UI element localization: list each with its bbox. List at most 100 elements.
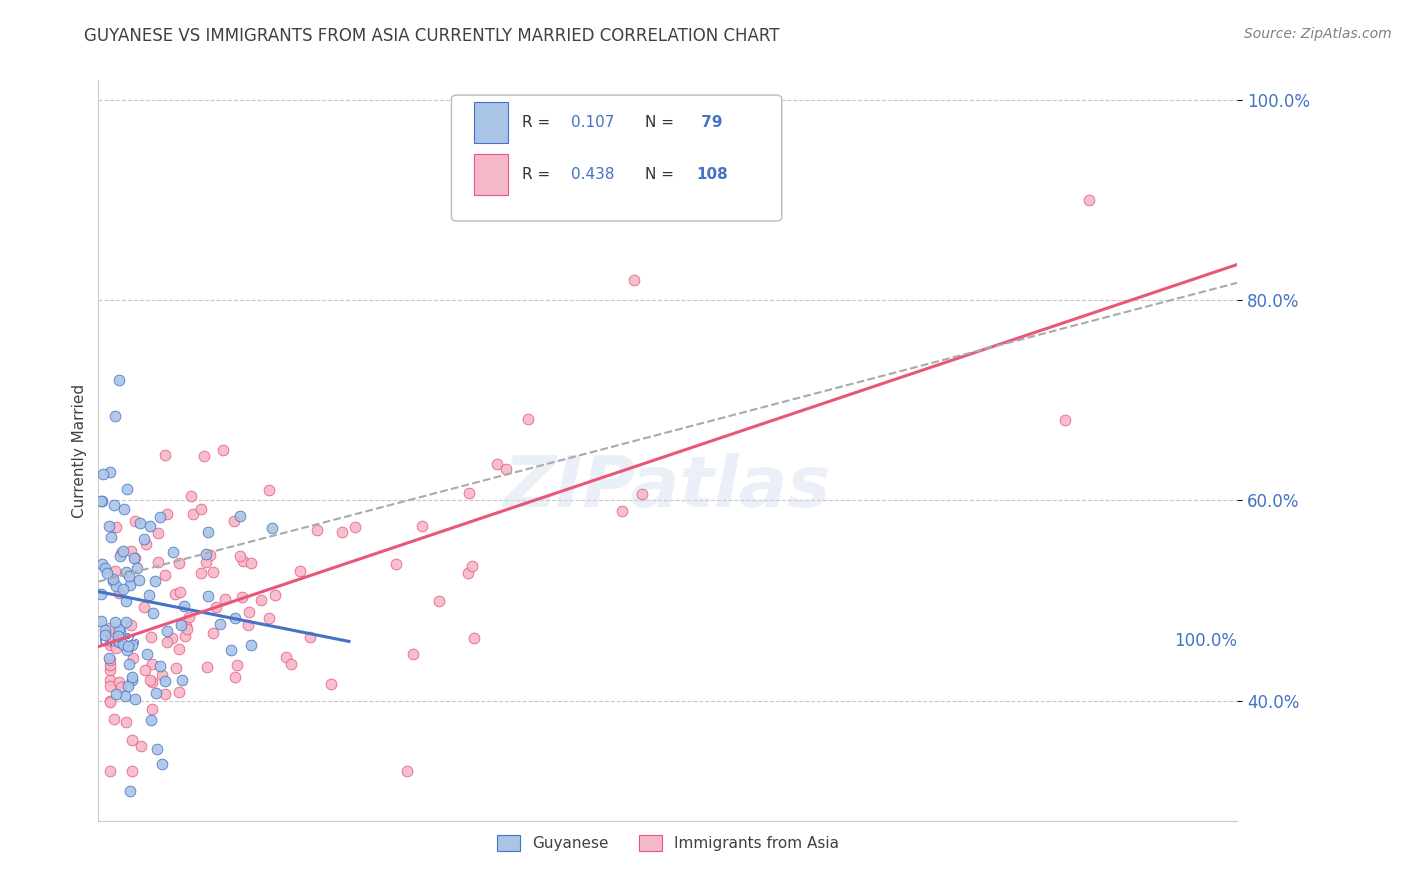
Point (134, 533, 156, 547)
Point (112, 502, 135, 516)
Point (122, 551, 145, 566)
Point (138, 588, 160, 602)
Point (98, 679, 121, 693)
Point (156, 624, 179, 639)
Point (239, 557, 262, 571)
Point (238, 605, 260, 619)
Point (623, 273, 645, 287)
Point (90, 557, 112, 571)
Point (197, 524, 219, 539)
Point (172, 673, 194, 688)
Point (205, 600, 228, 615)
Point (1054, 413, 1077, 427)
Point (122, 651, 145, 665)
Point (121, 673, 143, 687)
Point (100, 530, 122, 544)
Point (97, 519, 120, 533)
Point (139, 713, 162, 727)
Point (169, 585, 191, 599)
Point (141, 675, 163, 690)
Point (319, 677, 342, 691)
Point (212, 443, 235, 458)
Point (120, 618, 142, 632)
Point (194, 555, 217, 569)
Point (156, 507, 179, 521)
Point (108, 635, 131, 649)
Point (115, 594, 138, 608)
Point (201, 626, 224, 640)
Point (107, 629, 129, 643)
Text: 0.107: 0.107 (571, 115, 614, 130)
Point (90, 494, 112, 508)
Point (98, 638, 121, 652)
Point (190, 502, 212, 516)
Point (124, 692, 146, 706)
Point (262, 521, 284, 535)
Text: Source: ZipAtlas.com: Source: ZipAtlas.com (1244, 27, 1392, 41)
Point (104, 564, 127, 578)
Text: R =: R = (522, 167, 555, 182)
Point (344, 519, 367, 533)
Point (111, 544, 134, 558)
Point (139, 673, 162, 687)
Text: 0.0%: 0.0% (98, 632, 141, 650)
Point (195, 547, 218, 561)
Point (231, 590, 253, 604)
Text: 0.438: 0.438 (571, 167, 614, 182)
Point (94, 628, 117, 642)
Point (463, 632, 485, 646)
Point (94, 624, 117, 638)
Point (132, 599, 155, 614)
Point (288, 564, 311, 578)
Point (90, 494, 112, 508)
Point (90, 614, 112, 628)
Point (135, 537, 157, 551)
Point (141, 657, 163, 671)
Point (183, 507, 205, 521)
Point (120, 784, 142, 798)
Point (143, 574, 166, 588)
Text: 79: 79 (696, 115, 723, 130)
Point (193, 449, 215, 463)
Point (146, 555, 169, 569)
Point (396, 764, 419, 778)
Point (384, 557, 406, 571)
Point (121, 733, 143, 747)
Point (110, 624, 132, 638)
Point (98, 657, 121, 672)
Point (108, 373, 131, 387)
Point (108, 622, 131, 636)
Point (153, 687, 176, 701)
Point (152, 667, 174, 681)
Point (146, 742, 169, 756)
Point (104, 641, 127, 656)
Point (142, 606, 165, 620)
Point (173, 599, 195, 613)
Point (179, 609, 201, 624)
Point (240, 638, 263, 652)
Point (103, 499, 125, 513)
Point (98, 651, 121, 665)
Point (249, 593, 271, 607)
Point (631, 487, 654, 501)
Point (114, 690, 136, 704)
Point (91, 467, 114, 482)
Point (167, 685, 190, 699)
Point (98, 694, 121, 708)
Text: R =: R = (522, 115, 555, 130)
Point (129, 516, 152, 530)
Point (197, 589, 219, 603)
Point (114, 565, 136, 579)
Point (224, 611, 246, 625)
Point (149, 658, 172, 673)
Point (136, 647, 159, 661)
Point (238, 618, 260, 632)
Point (516, 412, 538, 426)
Point (105, 687, 128, 701)
Point (104, 615, 127, 629)
Point (94, 561, 117, 575)
Point (103, 712, 125, 726)
Point (174, 619, 197, 633)
Point (457, 486, 479, 500)
Point (461, 559, 484, 574)
